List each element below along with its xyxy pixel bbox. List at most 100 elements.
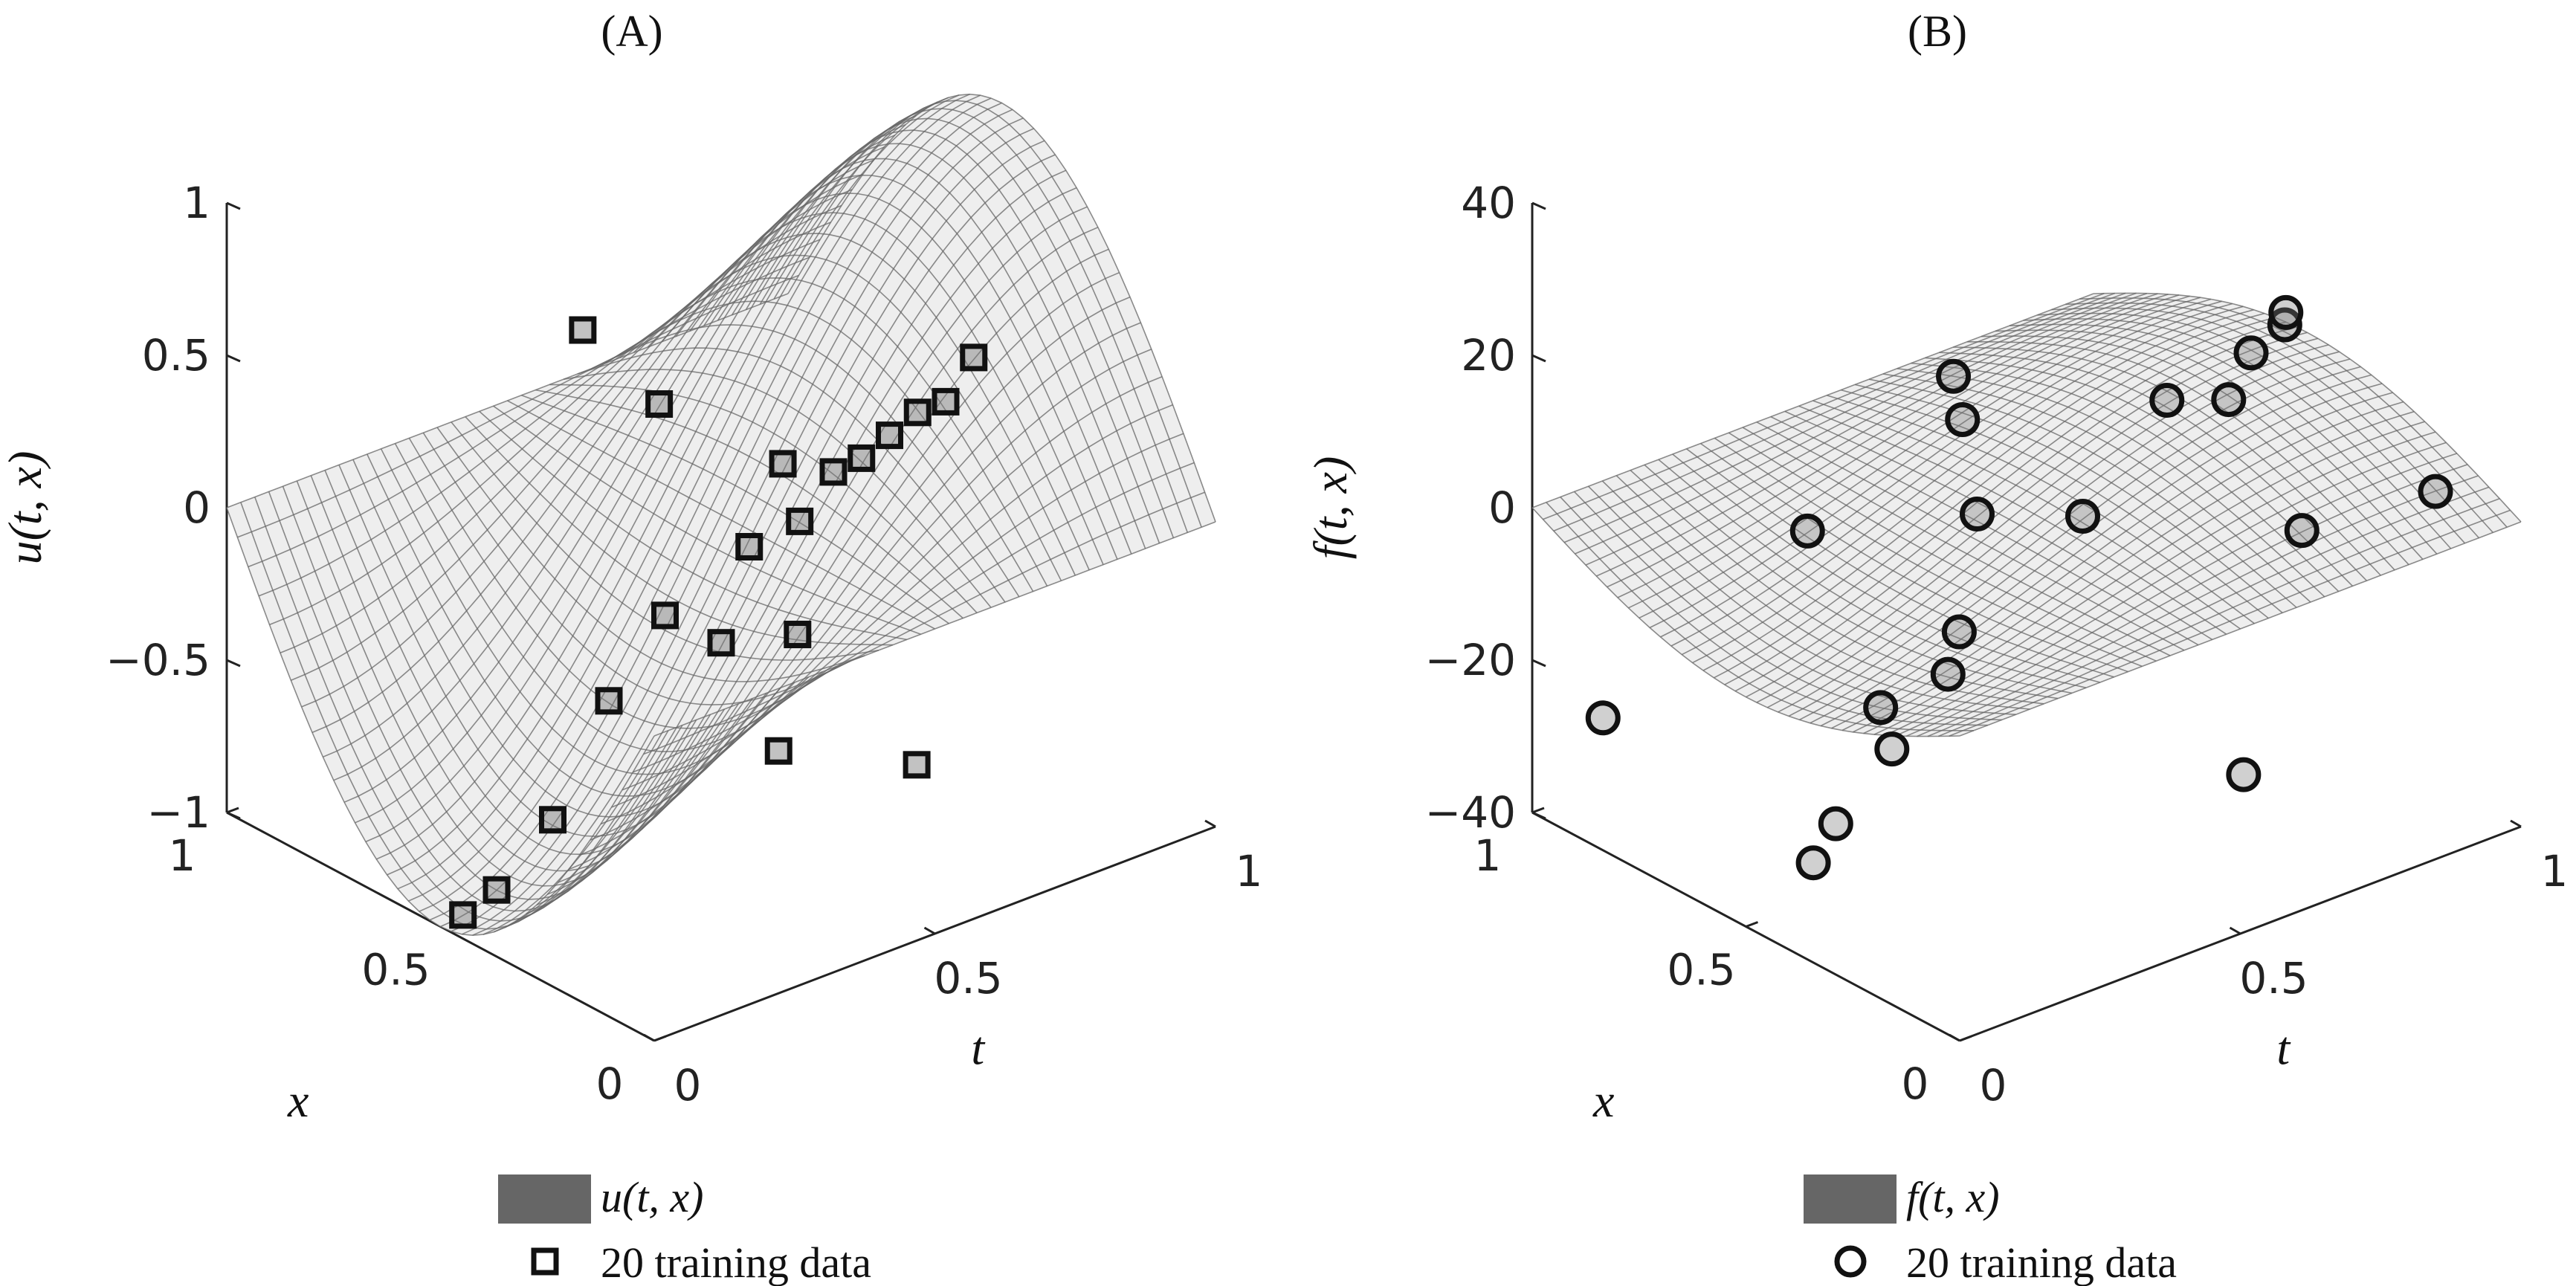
surface-cell (2000, 613, 2025, 628)
surface-cell (2111, 293, 2137, 299)
surface-cell (405, 456, 431, 483)
surface-cell (689, 310, 715, 332)
surface-cell (679, 573, 704, 608)
surface-cell (500, 854, 525, 877)
t-tick-label: 1 (2541, 846, 2569, 896)
surface-cell (2027, 592, 2053, 608)
surface-cell (711, 589, 736, 621)
surface-cell (381, 554, 407, 588)
surface-cell (2120, 375, 2146, 390)
mesh-line-x (1670, 303, 2233, 647)
surface-cell (1765, 537, 1790, 555)
surface-cell (1814, 476, 1839, 493)
surface-cell (872, 230, 897, 260)
surface-cell (584, 815, 610, 837)
surface-cell (2115, 303, 2140, 308)
surface-cell (966, 95, 992, 105)
surface-cell (1746, 689, 1771, 702)
surface-cell (2046, 660, 2072, 671)
surface-cell (664, 491, 689, 526)
surface-cell (1964, 362, 1989, 371)
surface-cell (642, 480, 668, 514)
surface-cell (400, 757, 425, 789)
surface-cell (555, 671, 581, 705)
surface-cell (1934, 688, 1959, 699)
surface-cell (419, 449, 445, 475)
surface-cell (636, 548, 662, 584)
training-point (735, 533, 764, 560)
surface-cell (1940, 398, 1966, 410)
surface-cell (518, 458, 543, 484)
surface-cell (743, 602, 768, 632)
mesh-line-x (1543, 292, 2105, 520)
surface-cell (2124, 640, 2149, 652)
surface-cell (956, 134, 981, 155)
surface-cell (2108, 548, 2134, 565)
surface-cell (1056, 361, 1082, 397)
surface-cell (725, 560, 750, 594)
surface-cell (2048, 324, 2073, 331)
surface-cell (2152, 349, 2178, 361)
surface-cell (280, 514, 305, 550)
surface-cell (2070, 349, 2096, 359)
surface-cell (262, 555, 287, 591)
surface-cell (1835, 711, 1860, 722)
legend-surface-swatch (1804, 1174, 1897, 1224)
surface-cell (1917, 730, 1942, 737)
t-tick-label: 0 (1980, 1060, 2007, 1111)
surface-cell (2201, 314, 2226, 323)
training-point (1945, 401, 1981, 437)
surface-cell (1011, 430, 1036, 465)
surface-cell (2069, 503, 2094, 522)
surface-cell (409, 433, 434, 456)
surface-cell (700, 294, 726, 317)
surface-cell (624, 439, 650, 470)
surface-cell (375, 622, 400, 658)
surface-cell (2471, 503, 2496, 521)
surface-cell (1973, 705, 1998, 713)
surface-cell (1891, 408, 1916, 420)
surface-cell (2355, 501, 2380, 519)
surface-cell (692, 436, 717, 469)
surface-cell (240, 497, 266, 532)
surface-cell (321, 496, 346, 530)
surface-cell (1821, 499, 1847, 516)
surface-cell (1046, 465, 1071, 499)
surface-cell (1965, 392, 1990, 404)
surface-cell (607, 407, 632, 431)
surface-cell (2143, 494, 2169, 511)
surface-cell (2008, 701, 2033, 708)
surface-cell (2119, 497, 2144, 514)
surface-cell (945, 94, 970, 102)
surface-cell (1963, 725, 1988, 731)
surface-cell (2161, 300, 2186, 306)
surface-cell (540, 476, 565, 505)
surface-cell (2366, 512, 2391, 531)
surface-cell (2350, 401, 2376, 416)
mesh-line-x (323, 146, 885, 758)
surface-cell (579, 543, 604, 577)
surface-cell (2127, 627, 2152, 641)
surface-cell (1895, 729, 1920, 737)
surface-cell (1939, 565, 1964, 583)
surface-cell (874, 143, 900, 159)
surface-cell (616, 645, 641, 679)
surface-cell (2167, 434, 2192, 451)
surface-cell (840, 216, 865, 241)
x-tick (226, 807, 239, 814)
surface-cell (2074, 372, 2099, 385)
surface-cell (1992, 349, 2018, 357)
surface-cell (685, 503, 711, 539)
surface-cell (2337, 524, 2363, 542)
surface-cell (1982, 373, 2007, 384)
surface-cell (2067, 667, 2093, 677)
surface-cell (1862, 424, 1888, 437)
surface-cell (2033, 447, 2059, 463)
surface-cell (393, 818, 419, 845)
training-data (1585, 294, 2453, 881)
surface-cell (2169, 308, 2194, 314)
surface-cell (569, 755, 595, 784)
surface-cell (601, 560, 626, 595)
surface-cell (539, 407, 564, 424)
